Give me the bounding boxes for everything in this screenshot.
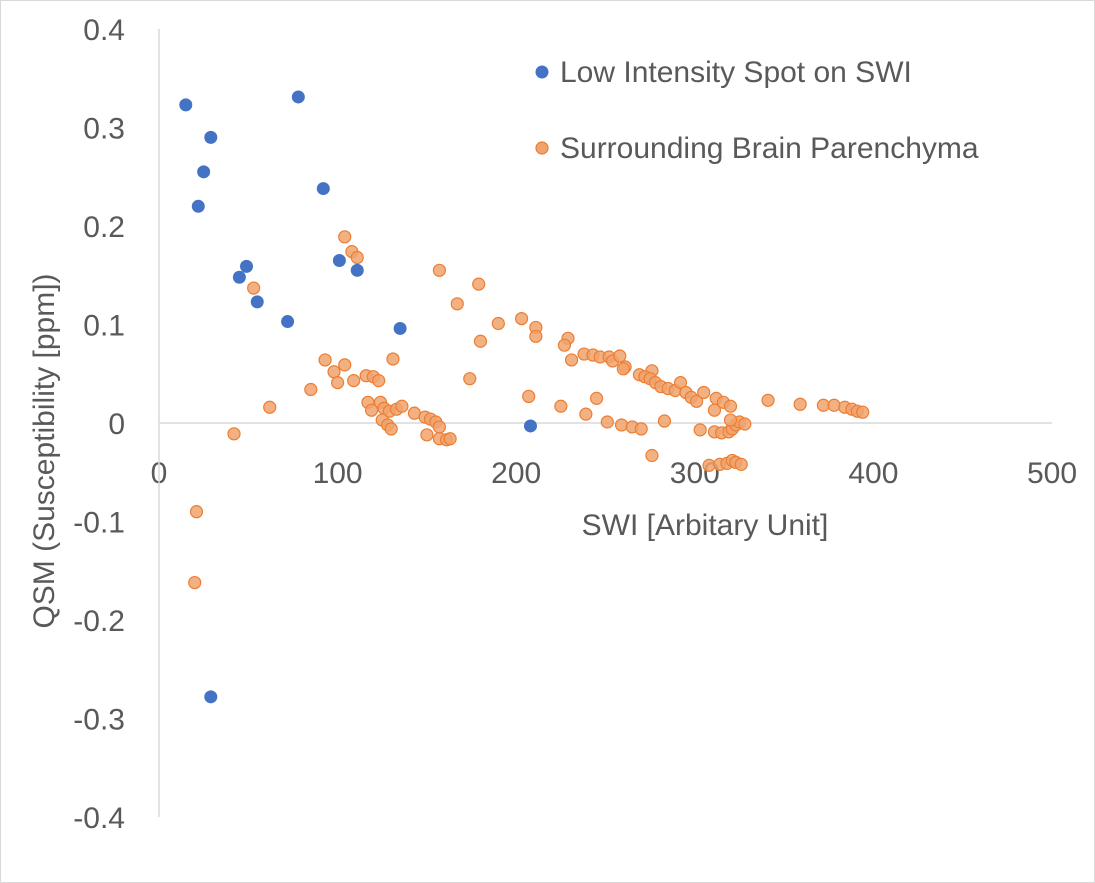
point-parenchyma (657, 414, 672, 428)
point-parenchyma (734, 457, 748, 471)
point-low-intensity (523, 419, 537, 433)
x-tick-label: 500 (1027, 457, 1077, 490)
point-parenchyma (491, 316, 505, 331)
point-parenchyma (350, 250, 364, 265)
x-axis-ticks: 0 100 200 300 400 500 (151, 457, 1077, 490)
point-parenchyma (579, 407, 593, 421)
point-parenchyma (514, 311, 529, 326)
point-low-intensity (204, 130, 218, 144)
point-parenchyma (600, 415, 614, 429)
point-low-intensity (232, 270, 246, 284)
point-parenchyma (761, 393, 775, 407)
point-parenchyma (613, 349, 627, 363)
point-parenchyma (707, 403, 722, 417)
y-tick-label: -0.3 (73, 704, 125, 737)
point-low-intensity (393, 321, 407, 335)
x-tick-label: 200 (491, 457, 541, 490)
point-parenchyma (443, 432, 457, 446)
point-parenchyma (557, 338, 572, 352)
point-parenchyma (827, 398, 841, 412)
point-parenchyma (338, 358, 352, 372)
point-parenchyma (450, 297, 464, 311)
point-parenchyma (372, 374, 386, 388)
y-axis-title: QSM (Susceptibility [ppm]) (28, 273, 61, 628)
x-tick-label: 100 (313, 457, 363, 490)
point-parenchyma (793, 397, 807, 411)
point-parenchyma (634, 422, 648, 436)
point-parenchyma (463, 372, 477, 386)
point-parenchyma (697, 385, 711, 400)
legend-label-low-intensity: Low Intensity Spot on SWI (560, 56, 912, 89)
y-tick-label: 0.1 (83, 310, 125, 343)
y-tick-label: 0.3 (83, 113, 125, 146)
point-parenchyma (614, 418, 629, 432)
y-tick-label: -0.4 (73, 802, 125, 835)
point-low-intensity (291, 90, 305, 104)
point-parenchyma (723, 399, 738, 413)
point-parenchyma (645, 448, 659, 463)
point-parenchyma (338, 230, 352, 244)
point-parenchyma (386, 352, 400, 366)
point-low-intensity (332, 253, 346, 267)
x-axis-title: SWI [Arbitary Unit] (582, 509, 829, 542)
point-low-intensity (240, 259, 254, 273)
y-tick-label: 0.4 (83, 14, 125, 47)
point-parenchyma (432, 263, 447, 277)
point-parenchyma (395, 399, 409, 413)
point-parenchyma (723, 413, 738, 427)
point-parenchyma (432, 420, 447, 434)
point-low-intensity (250, 295, 264, 309)
point-low-intensity (316, 182, 330, 196)
point-parenchyma (189, 505, 204, 519)
point-parenchyma (689, 394, 704, 408)
point-low-intensity (350, 263, 364, 277)
point-parenchyma (522, 389, 536, 404)
point-parenchyma (263, 400, 277, 414)
point-parenchyma (364, 403, 379, 417)
point-parenchyma (738, 417, 752, 431)
legend-marker-parenchyma (535, 141, 549, 155)
point-parenchyma (856, 405, 870, 419)
point-parenchyma (420, 428, 434, 442)
point-parenchyma (304, 382, 318, 397)
x-tick-label: 400 (848, 457, 898, 490)
y-axis-ticks: 0.4 0.3 0.2 0.1 0 -0.1 -0.2 -0.3 -0.4 (73, 14, 125, 835)
point-parenchyma (188, 575, 202, 590)
point-parenchyma (473, 334, 488, 348)
legend[interactable]: Low Intensity Spot on SWI Surrounding Br… (535, 56, 979, 165)
y-tick-label: -0.2 (73, 605, 125, 638)
point-parenchyma (318, 353, 332, 367)
y-tick-label: 0 (108, 408, 125, 441)
point-parenchyma (247, 281, 261, 295)
point-low-intensity (281, 315, 295, 329)
legend-label-parenchyma: Surrounding Brain Parenchyma (560, 132, 979, 165)
data-points (179, 90, 870, 704)
point-parenchyma (384, 422, 398, 436)
y-tick-label: -0.1 (73, 507, 125, 540)
point-parenchyma (227, 427, 241, 441)
point-parenchyma (347, 374, 361, 388)
point-parenchyma (564, 353, 579, 367)
legend-marker-low-intensity (535, 65, 549, 79)
point-parenchyma (693, 423, 707, 437)
point-parenchyma (589, 391, 604, 405)
point-low-intensity (179, 98, 193, 112)
point-low-intensity (204, 690, 218, 704)
point-parenchyma (529, 329, 543, 343)
point-low-intensity (191, 199, 205, 213)
point-parenchyma (472, 277, 486, 291)
point-low-intensity (197, 165, 211, 179)
point-parenchyma (554, 399, 568, 413)
point-parenchyma (327, 365, 341, 379)
point-parenchyma (331, 376, 345, 390)
point-parenchyma (616, 362, 630, 376)
y-tick-label: 0.2 (83, 211, 125, 244)
